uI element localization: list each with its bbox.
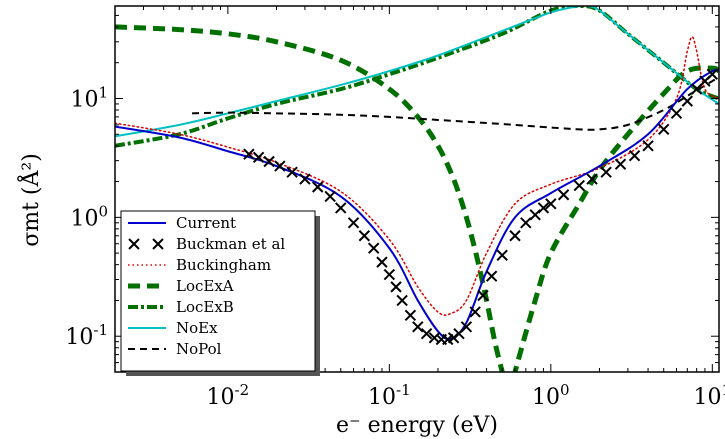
point-buckman-et-al-11 bbox=[367, 242, 380, 254]
x-axis-title: e⁻ energy (eV) bbox=[336, 413, 498, 438]
point-buckman-et-al-37 bbox=[600, 166, 612, 178]
x-tick-label-2: 100 bbox=[532, 381, 570, 410]
point-buckman-et-al-27 bbox=[485, 270, 498, 282]
point-buckman-et-al-17 bbox=[412, 321, 424, 333]
legend-marker-buckman-et-al bbox=[152, 238, 164, 250]
point-buckman-et-al-32 bbox=[537, 202, 550, 214]
point-buckman-et-al-12 bbox=[376, 256, 388, 268]
y-axis-title: σmt (Å²) bbox=[16, 153, 44, 247]
point-buckman-et-al-2 bbox=[263, 155, 275, 168]
point-buckman-et-al-34 bbox=[557, 189, 570, 201]
series-layer bbox=[115, 6, 719, 372]
legend-entry-buckingham: Buckingham bbox=[128, 256, 271, 274]
point-buckman-et-al-42 bbox=[670, 107, 683, 120]
series-nopol-line bbox=[192, 76, 719, 131]
legend-entry-locexa: LocExA bbox=[128, 277, 234, 295]
point-buckman-et-al-10 bbox=[358, 230, 371, 242]
legend-entry-buckman-et-al: Buckman et al bbox=[128, 235, 285, 253]
point-buckman-et-al-5 bbox=[299, 173, 311, 185]
point-buckman-et-al-15 bbox=[396, 294, 408, 307]
point-buckman-et-al-39 bbox=[628, 150, 641, 162]
point-buckman-et-al-0 bbox=[243, 148, 255, 160]
legend-box bbox=[120, 210, 316, 372]
legend-entry-locexb: LocExB bbox=[128, 298, 234, 316]
point-buckman-et-al-41 bbox=[657, 123, 670, 136]
legend-entry-current: Current bbox=[128, 214, 236, 232]
point-buckman-et-al-1 bbox=[252, 151, 265, 164]
point-buckman-et-al-13 bbox=[383, 268, 396, 281]
point-buckman-et-al-3 bbox=[274, 160, 286, 172]
series-locexa-line bbox=[115, 24, 719, 372]
series-buckingham-line bbox=[115, 36, 719, 316]
y-tick-label-2: 101 bbox=[70, 83, 108, 112]
point-buckman-et-al-40 bbox=[642, 140, 654, 152]
point-buckman-et-al-4 bbox=[286, 166, 298, 178]
y-tick-label-1: 100 bbox=[70, 202, 108, 231]
y-tick-label-0: 10-1 bbox=[65, 321, 108, 350]
legend: Current Buckman et al Buckingham LocExA LocE… bbox=[120, 210, 320, 376]
legend-label-nopol: NoPol bbox=[176, 340, 222, 358]
x-tick-label-1: 10-1 bbox=[368, 381, 411, 410]
legend-entry-noex: NoEx bbox=[128, 319, 218, 337]
point-buckman-et-al-25 bbox=[469, 306, 481, 318]
legend-label-buckingham: Buckingham bbox=[176, 256, 271, 274]
legend-label-noex: NoEx bbox=[176, 319, 218, 337]
legend-label-locexb: LocExB bbox=[176, 298, 234, 316]
legend-label-locexa: LocExA bbox=[176, 277, 234, 295]
point-buckman-et-al-26 bbox=[477, 289, 489, 302]
point-buckman-et-al-35 bbox=[573, 179, 585, 192]
point-buckman-et-al-29 bbox=[509, 230, 521, 242]
x-tick-label-3: 101 bbox=[694, 381, 725, 410]
point-buckman-et-al-6 bbox=[311, 181, 324, 193]
point-buckman-et-al-14 bbox=[390, 281, 402, 293]
legend-label-buckman-et-al: Buckman et al bbox=[176, 235, 285, 253]
labels-layer: 10-2 10-1 100 101 10-1 100 101 bbox=[65, 83, 725, 410]
point-buckman-et-al-7 bbox=[324, 190, 336, 203]
point-buckman-et-al-43 bbox=[681, 95, 694, 107]
point-buckman-et-al-16 bbox=[404, 309, 417, 321]
series-noex-line bbox=[115, 6, 719, 138]
point-buckman-et-al-8 bbox=[335, 202, 347, 214]
series-buckman-et-al-markers bbox=[243, 68, 719, 346]
point-buckman-et-al-36 bbox=[586, 173, 598, 185]
point-buckman-et-al-30 bbox=[520, 217, 532, 229]
point-buckman-et-al-38 bbox=[614, 158, 627, 170]
point-buckman-et-al-46 bbox=[706, 68, 719, 80]
point-buckman-et-al-33 bbox=[545, 198, 557, 210]
point-buckman-et-al-28 bbox=[496, 249, 508, 261]
legend-marker-buckman-et-al bbox=[128, 238, 140, 250]
x-tick-label-0: 10-2 bbox=[207, 381, 250, 410]
point-buckman-et-al-18 bbox=[420, 327, 433, 340]
legend-entry-nopol: NoPol bbox=[128, 340, 222, 358]
legend-label-current: Current bbox=[176, 214, 236, 232]
plot-frame bbox=[114, 5, 720, 373]
ticks-layer bbox=[114, 5, 719, 373]
point-buckman-et-al-24 bbox=[460, 321, 473, 333]
point-buckman-et-al-9 bbox=[347, 217, 360, 229]
